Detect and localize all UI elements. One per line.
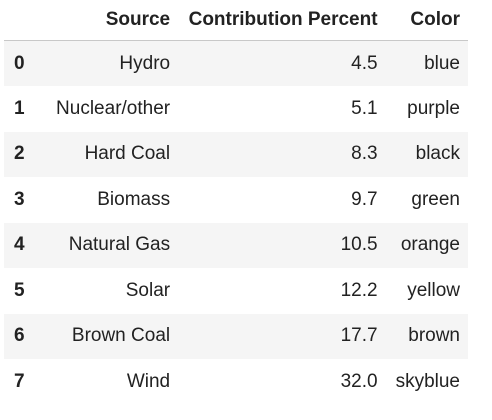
row-index: 6 xyxy=(14,325,25,347)
cell-source: Solar xyxy=(125,279,171,301)
cell-source: Hydro xyxy=(119,52,171,74)
cell-color: skyblue xyxy=(395,370,460,392)
table-row: 5 Solar 12.2 yellow xyxy=(4,268,468,314)
table-row: 6 Brown Coal 17.7 brown xyxy=(4,313,468,359)
row-index: 0 xyxy=(14,52,25,74)
row-index: 4 xyxy=(14,234,25,256)
table-body: 0 Hydro 4.5 blue 1 Nuclear/other 5.1 purple 2 Har… xyxy=(4,40,468,405)
cell-contribution-percent: 12.2 xyxy=(340,279,378,301)
table-row: 0 Hydro 4.5 blue xyxy=(4,40,468,86)
cell-source: Wind xyxy=(126,370,171,392)
table-row: 2 Hard Coal 8.3 black xyxy=(4,131,468,177)
table-row: 7 Wind 32.0 skyblue xyxy=(4,359,468,405)
cell-contribution-percent: 17.7 xyxy=(340,325,378,347)
header-source: Source xyxy=(38,0,179,41)
table-row: 1 Nuclear/other 5.1 purple xyxy=(4,86,468,132)
cell-color: blue xyxy=(424,52,460,74)
cell-contribution-percent: 5.1 xyxy=(351,97,378,119)
table-row: 4 Natural Gas 10.5 orange xyxy=(4,222,468,268)
cell-contribution-percent: 9.7 xyxy=(351,188,378,210)
table-row: 3 Biomass 9.7 green xyxy=(4,177,468,223)
row-index: 2 xyxy=(14,143,25,165)
cell-source: Natural Gas xyxy=(68,234,171,256)
cell-color: black xyxy=(415,143,460,165)
table-header: Source Contribution Percent Color xyxy=(4,0,468,41)
cell-source: Nuclear/other xyxy=(56,97,171,119)
row-index: 3 xyxy=(14,188,25,210)
header-index xyxy=(4,0,39,41)
cell-source: Brown Coal xyxy=(71,325,171,347)
cell-color: yellow xyxy=(407,279,460,301)
header-contribution-percent: Contribution Percent xyxy=(178,0,386,41)
cell-source: Hard Coal xyxy=(84,143,171,165)
row-index: 1 xyxy=(14,97,25,119)
cell-color: brown xyxy=(408,325,460,347)
dataframe-table: Source Contribution Percent Color 0 Hydro… xyxy=(4,0,468,405)
header-row: Source Contribution Percent Color xyxy=(4,0,468,41)
row-index: 5 xyxy=(14,279,25,301)
cell-contribution-percent: 10.5 xyxy=(340,234,378,256)
row-index: 7 xyxy=(14,370,25,392)
cell-contribution-percent: 4.5 xyxy=(351,52,378,74)
cell-contribution-percent: 8.3 xyxy=(351,143,378,165)
cell-source: Biomass xyxy=(97,188,171,210)
header-color: Color xyxy=(385,0,468,41)
cell-contribution-percent: 32.0 xyxy=(340,370,378,392)
cell-color: green xyxy=(411,188,460,210)
cell-color: purple xyxy=(407,97,460,119)
cell-color: orange xyxy=(400,234,460,256)
